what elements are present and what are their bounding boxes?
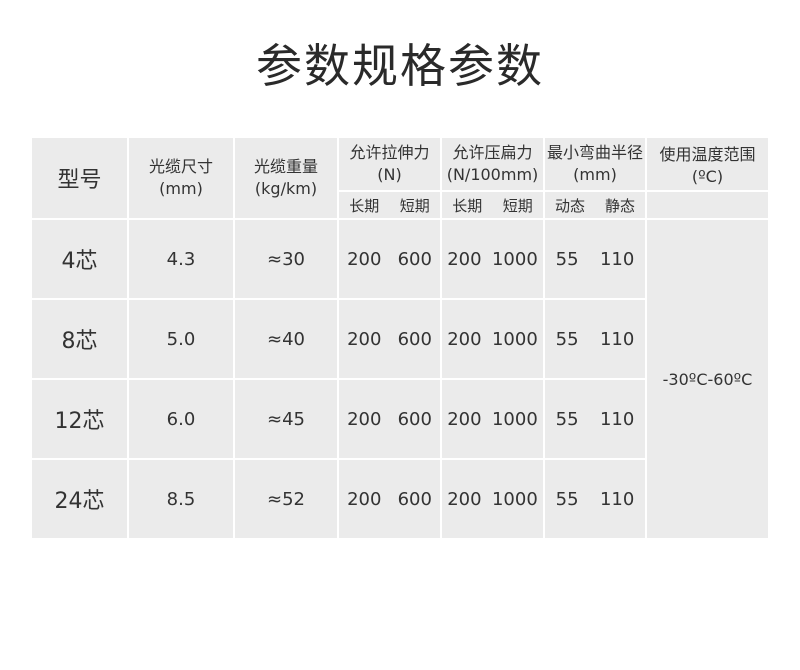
cell-crush-a: 200	[447, 248, 482, 270]
cell-size: 4.3	[129, 220, 233, 298]
cell-bend-a: 55	[555, 488, 579, 510]
cell-bend-a: 55	[555, 328, 579, 350]
header-bend: 最小弯曲半径 (mm)	[545, 138, 645, 190]
header-size-label: 光缆尺寸	[148, 157, 213, 176]
cell-bend-b: 110	[599, 248, 635, 270]
header-tensile: 允许拉伸力 (N)	[339, 138, 440, 190]
cell-crush-b: 1000	[491, 328, 538, 350]
cell-tensile-a: 200	[347, 328, 382, 350]
header-weight-label: 光缆重量	[253, 157, 318, 176]
cell-tensile: 200 600	[339, 300, 440, 378]
header-temp-unit: (ºC)	[691, 167, 724, 186]
subheader-dynamic: 动态	[554, 196, 585, 215]
cell-bend: 55 110	[545, 220, 645, 298]
cell-bend: 55 110	[545, 460, 645, 538]
subheader-long: 长期	[349, 196, 380, 215]
subheader-short: 短期	[502, 196, 533, 215]
cell-model: 12芯	[32, 380, 127, 458]
cell-temp-range: -30ºC-60ºC	[647, 220, 768, 538]
cell-weight: ≈30	[235, 220, 337, 298]
cell-crush-a: 200	[447, 488, 482, 510]
header-bend-unit: (mm)	[573, 165, 617, 184]
cell-model: 4芯	[32, 220, 127, 298]
spec-table: 型号 光缆尺寸 (mm) 光缆重量 (kg/km) 允许拉伸力 (N) 允许压扁力 (N…	[30, 136, 770, 540]
header-temp-label: 使用温度范围	[659, 145, 756, 164]
cell-model: 8芯	[32, 300, 127, 378]
cell-crush: 200 1000	[442, 300, 543, 378]
cell-crush-a: 200	[447, 408, 482, 430]
cell-bend-b: 110	[599, 488, 635, 510]
cell-bend: 55 110	[545, 300, 645, 378]
subheader-crush: 长期 短期	[442, 192, 543, 218]
cell-tensile-b: 600	[397, 248, 432, 270]
header-size-unit: (mm)	[159, 179, 203, 198]
cell-tensile-b: 600	[397, 488, 432, 510]
header-weight: 光缆重量 (kg/km)	[235, 138, 337, 218]
header-temp: 使用温度范围 (ºC)	[647, 138, 768, 190]
header-crush: 允许压扁力 (N/100mm)	[442, 138, 543, 190]
header-tensile-label: 允许拉伸力	[349, 143, 430, 162]
cell-size: 6.0	[129, 380, 233, 458]
cell-crush: 200 1000	[442, 460, 543, 538]
cell-crush-b: 1000	[491, 488, 538, 510]
cell-tensile-b: 600	[397, 328, 432, 350]
header-bend-label: 最小弯曲半径	[546, 143, 643, 162]
cell-bend-a: 55	[555, 248, 579, 270]
header-crush-unit: (N/100mm)	[446, 165, 539, 184]
page-title: 参数规格参数	[256, 39, 544, 93]
cell-crush: 200 1000	[442, 380, 543, 458]
table-row: 4芯 4.3 ≈30 200 600 200 1000 55 110 -30ºC-60ºC	[32, 220, 768, 538]
cell-tensile: 200 600	[339, 460, 440, 538]
cell-weight: ≈52	[235, 460, 337, 538]
subheader-short: 短期	[399, 196, 430, 215]
header-crush-label: 允许压扁力	[452, 143, 533, 162]
cell-tensile: 200 600	[339, 220, 440, 298]
cell-crush-b: 1000	[491, 248, 538, 270]
cell-model: 24芯	[32, 460, 127, 538]
subheader-bend: 动态 静态	[545, 192, 645, 218]
cell-crush-b: 1000	[491, 408, 538, 430]
subheader-static: 静态	[604, 196, 635, 215]
cell-tensile-a: 200	[347, 408, 382, 430]
header-temp-filler	[647, 192, 768, 218]
subheader-long: 长期	[452, 196, 483, 215]
cell-crush: 200 1000	[442, 220, 543, 298]
cell-size: 5.0	[129, 300, 233, 378]
cell-bend-a: 55	[555, 408, 579, 430]
cell-tensile-b: 600	[397, 408, 432, 430]
table-row: 24芯 8.5 ≈52 200 600 200 1000 55 110	[32, 460, 768, 538]
cell-tensile-a: 200	[347, 488, 382, 510]
cell-weight: ≈45	[235, 380, 337, 458]
cell-tensile: 200 600	[339, 380, 440, 458]
header-model: 型号	[32, 138, 127, 218]
cell-tensile-a: 200	[347, 248, 382, 270]
table-row: 12芯 6.0 ≈45 200 600 200 1000 55 110	[32, 380, 768, 458]
cell-size: 8.5	[129, 460, 233, 538]
cell-bend-b: 110	[599, 328, 635, 350]
cell-weight: ≈40	[235, 300, 337, 378]
header-weight-unit: (kg/km)	[254, 179, 318, 198]
header-tensile-unit: (N)	[377, 165, 402, 184]
cell-bend-b: 110	[599, 408, 635, 430]
cell-crush-a: 200	[447, 328, 482, 350]
header-size: 光缆尺寸 (mm)	[129, 138, 233, 218]
cell-bend: 55 110	[545, 380, 645, 458]
table-row: 8芯 5.0 ≈40 200 600 200 1000 55 110	[32, 300, 768, 378]
subheader-tensile: 长期 短期	[339, 192, 440, 218]
